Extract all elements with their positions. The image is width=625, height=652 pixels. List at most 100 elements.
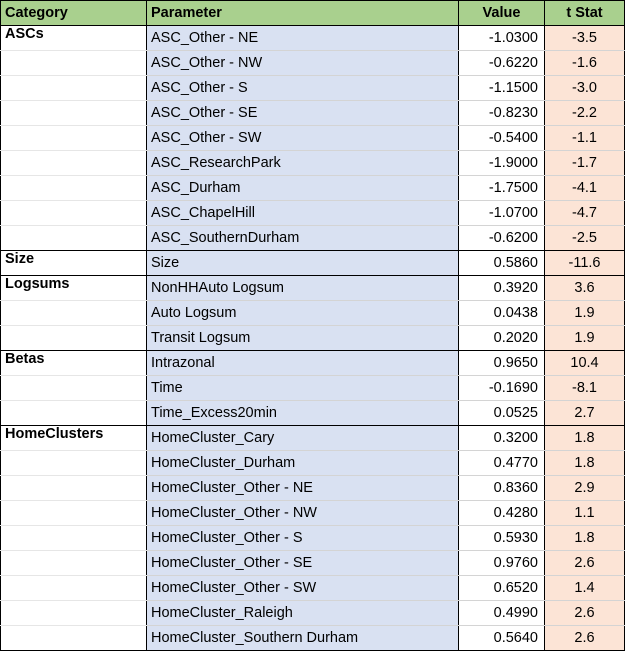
category-cell-empty[interactable] (0, 100, 147, 126)
tstat-cell[interactable]: 2.6 (544, 625, 625, 651)
value-cell[interactable]: 0.5640 (458, 625, 545, 651)
value-cell[interactable]: 0.5860 (458, 250, 545, 276)
tstat-cell[interactable]: 2.6 (544, 550, 625, 576)
category-cell-empty[interactable] (0, 475, 147, 501)
tstat-cell[interactable]: -1.7 (544, 150, 625, 176)
header-tstat[interactable]: t Stat (544, 0, 625, 26)
category-cell-empty[interactable] (0, 225, 147, 251)
tstat-cell[interactable]: 1.9 (544, 300, 625, 326)
value-cell[interactable]: 0.9760 (458, 550, 545, 576)
parameter-cell[interactable]: ASC_ResearchPark (146, 150, 459, 176)
value-cell[interactable]: 0.4770 (458, 450, 545, 476)
parameter-cell[interactable]: HomeCluster_Other - NE (146, 475, 459, 501)
parameter-cell[interactable]: HomeCluster_Raleigh (146, 600, 459, 626)
tstat-cell[interactable]: 2.6 (544, 600, 625, 626)
category-cell[interactable]: HomeClusters (0, 425, 147, 451)
value-cell[interactable]: 0.9650 (458, 350, 545, 376)
category-cell-empty[interactable] (0, 200, 147, 226)
tstat-cell[interactable]: -8.1 (544, 375, 625, 401)
parameter-cell[interactable]: HomeCluster_Southern Durham (146, 625, 459, 651)
parameter-cell[interactable]: ASC_Other - NE (146, 25, 459, 51)
category-cell[interactable]: Betas (0, 350, 147, 376)
category-cell-empty[interactable] (0, 600, 147, 626)
value-cell[interactable]: 0.2020 (458, 325, 545, 351)
category-cell-empty[interactable] (0, 325, 147, 351)
parameter-cell[interactable]: ASC_Durham (146, 175, 459, 201)
header-parameter[interactable]: Parameter (146, 0, 459, 26)
tstat-cell[interactable]: -11.6 (544, 250, 625, 276)
parameter-cell[interactable]: ASC_Other - NW (146, 50, 459, 76)
category-cell-empty[interactable] (0, 175, 147, 201)
parameter-cell[interactable]: HomeCluster_Other - NW (146, 500, 459, 526)
tstat-cell[interactable]: 3.6 (544, 275, 625, 301)
value-cell[interactable]: -1.0700 (458, 200, 545, 226)
value-cell[interactable]: 0.0438 (458, 300, 545, 326)
tstat-cell[interactable]: -4.1 (544, 175, 625, 201)
category-cell-empty[interactable] (0, 500, 147, 526)
tstat-cell[interactable]: -4.7 (544, 200, 625, 226)
parameter-cell[interactable]: Time (146, 375, 459, 401)
value-cell[interactable]: 0.3920 (458, 275, 545, 301)
category-cell-empty[interactable] (0, 75, 147, 101)
header-category[interactable]: Category (0, 0, 147, 26)
parameter-cell[interactable]: ASC_SouthernDurham (146, 225, 459, 251)
parameter-cell[interactable]: HomeCluster_Durham (146, 450, 459, 476)
category-cell[interactable]: Logsums (0, 275, 147, 301)
parameter-cell[interactable]: NonHHAuto Logsum (146, 275, 459, 301)
tstat-cell[interactable]: 1.8 (544, 525, 625, 551)
tstat-cell[interactable]: -2.5 (544, 225, 625, 251)
tstat-cell[interactable]: -1.1 (544, 125, 625, 151)
value-cell[interactable]: 0.8360 (458, 475, 545, 501)
category-cell-empty[interactable] (0, 400, 147, 426)
value-cell[interactable]: -0.1690 (458, 375, 545, 401)
parameter-cell[interactable]: Transit Logsum (146, 325, 459, 351)
tstat-cell[interactable]: 2.7 (544, 400, 625, 426)
value-cell[interactable]: 0.0525 (458, 400, 545, 426)
tstat-cell[interactable]: 2.9 (544, 475, 625, 501)
parameter-cell[interactable]: Intrazonal (146, 350, 459, 376)
category-cell-empty[interactable] (0, 525, 147, 551)
parameter-cell[interactable]: HomeCluster_Other - SE (146, 550, 459, 576)
value-cell[interactable]: -0.8230 (458, 100, 545, 126)
value-cell[interactable]: -0.6200 (458, 225, 545, 251)
category-cell-empty[interactable] (0, 375, 147, 401)
tstat-cell[interactable]: -1.6 (544, 50, 625, 76)
header-value[interactable]: Value (458, 0, 545, 26)
category-cell[interactable]: Size (0, 250, 147, 276)
parameter-cell[interactable]: ASC_Other - SE (146, 100, 459, 126)
tstat-cell[interactable]: 10.4 (544, 350, 625, 376)
parameter-cell[interactable]: ASC_ChapelHill (146, 200, 459, 226)
parameter-cell[interactable]: Size (146, 250, 459, 276)
value-cell[interactable]: -0.6220 (458, 50, 545, 76)
tstat-cell[interactable]: 1.9 (544, 325, 625, 351)
value-cell[interactable]: -1.1500 (458, 75, 545, 101)
category-cell-empty[interactable] (0, 450, 147, 476)
category-cell-empty[interactable] (0, 550, 147, 576)
parameter-cell[interactable]: Auto Logsum (146, 300, 459, 326)
tstat-cell[interactable]: -3.5 (544, 25, 625, 51)
value-cell[interactable]: -1.7500 (458, 175, 545, 201)
tstat-cell[interactable]: 1.8 (544, 450, 625, 476)
parameter-cell[interactable]: ASC_Other - S (146, 75, 459, 101)
tstat-cell[interactable]: 1.1 (544, 500, 625, 526)
parameter-cell[interactable]: ASC_Other - SW (146, 125, 459, 151)
value-cell[interactable]: -0.5400 (458, 125, 545, 151)
value-cell[interactable]: -1.0300 (458, 25, 545, 51)
category-cell-empty[interactable] (0, 50, 147, 76)
value-cell[interactable]: 0.3200 (458, 425, 545, 451)
parameter-cell[interactable]: HomeCluster_Other - SW (146, 575, 459, 601)
parameter-cell[interactable]: HomeCluster_Cary (146, 425, 459, 451)
parameter-cell[interactable]: HomeCluster_Other - S (146, 525, 459, 551)
category-cell-empty[interactable] (0, 150, 147, 176)
value-cell[interactable]: -1.9000 (458, 150, 545, 176)
category-cell-empty[interactable] (0, 625, 147, 651)
value-cell[interactable]: 0.4280 (458, 500, 545, 526)
tstat-cell[interactable]: -2.2 (544, 100, 625, 126)
category-cell-empty[interactable] (0, 575, 147, 601)
tstat-cell[interactable]: 1.8 (544, 425, 625, 451)
parameter-cell[interactable]: Time_Excess20min (146, 400, 459, 426)
value-cell[interactable]: 0.4990 (458, 600, 545, 626)
category-cell-empty[interactable] (0, 300, 147, 326)
value-cell[interactable]: 0.6520 (458, 575, 545, 601)
category-cell[interactable]: ASCs (0, 25, 147, 51)
